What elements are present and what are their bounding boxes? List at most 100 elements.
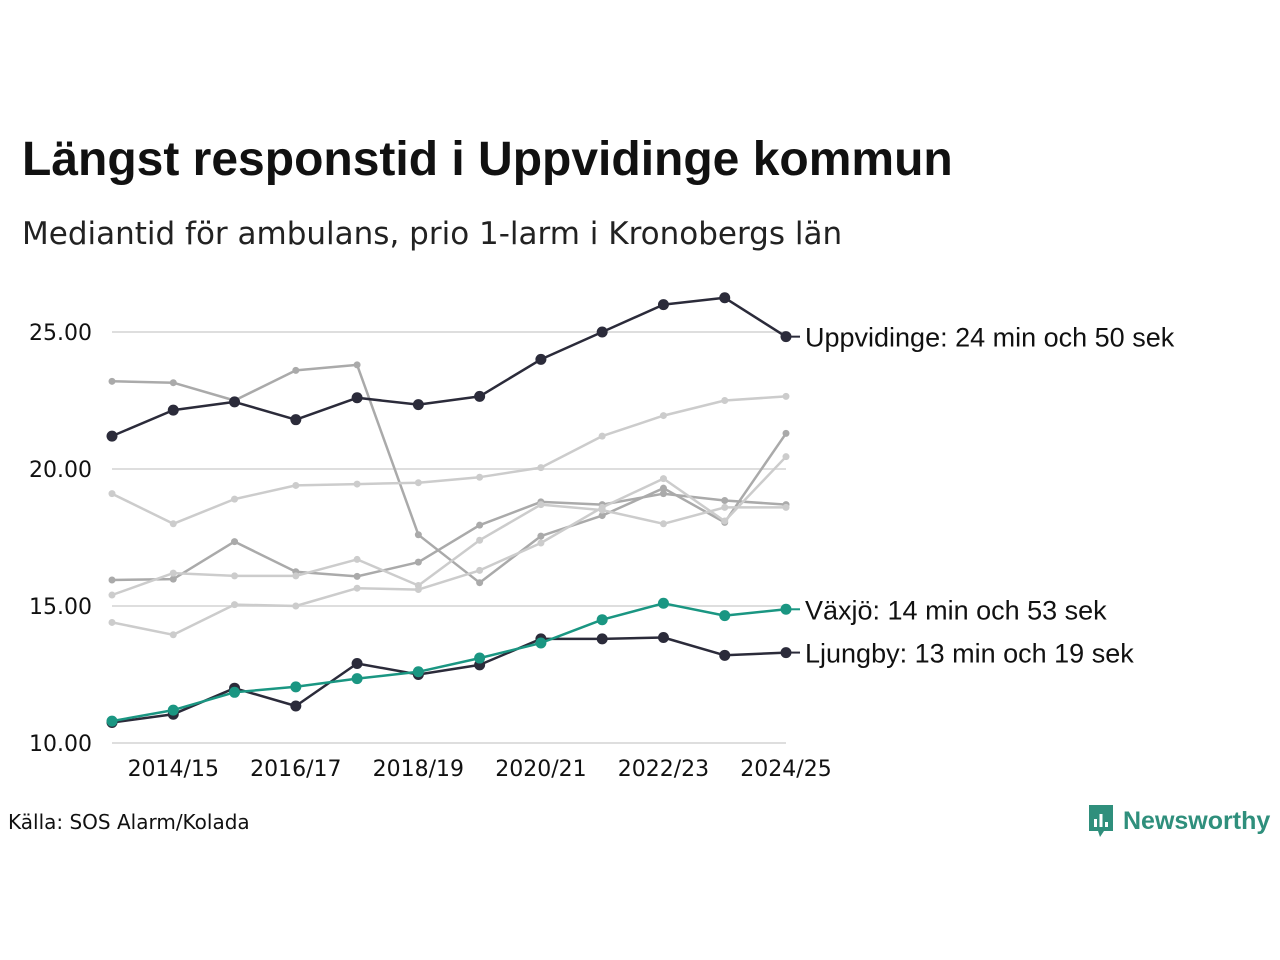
data-point — [169, 569, 177, 577]
data-point — [782, 429, 790, 437]
data-point — [292, 572, 300, 580]
data-point — [414, 558, 422, 566]
data-point — [292, 602, 300, 610]
data-point — [229, 686, 241, 698]
data-point — [229, 396, 241, 408]
data-point — [659, 412, 667, 420]
data-point — [596, 326, 608, 338]
x-tick-label: 2020/21 — [495, 757, 586, 782]
data-point — [353, 555, 361, 563]
data-point — [657, 597, 669, 609]
data-point — [169, 520, 177, 528]
series-övrig-kommun-b — [108, 490, 790, 584]
data-point — [108, 618, 116, 626]
data-point — [659, 484, 667, 492]
data-point — [782, 453, 790, 461]
data-point — [476, 473, 484, 481]
data-point — [292, 481, 300, 489]
series-line — [111, 503, 786, 597]
data-point — [596, 614, 608, 626]
data-point — [721, 397, 729, 404]
data-point — [412, 399, 424, 411]
series-övrig-kommun-a — [108, 361, 790, 587]
x-tick-label: 2014/15 — [128, 757, 219, 782]
data-point — [231, 495, 239, 503]
data-point — [167, 404, 179, 416]
data-point — [351, 658, 363, 670]
series-övrig-kommun-e — [108, 453, 790, 639]
data-point — [780, 331, 792, 343]
data-point — [231, 572, 239, 580]
data-point — [537, 532, 545, 540]
chart-title: Längst responstid i Uppvidinge kommun — [22, 133, 953, 186]
x-tick-label: 2018/19 — [373, 757, 464, 782]
data-point — [474, 390, 486, 402]
data-point — [290, 414, 302, 426]
series-end-label: Ljungby: 13 min och 19 sek — [805, 639, 1134, 669]
data-point — [169, 631, 177, 639]
newsworthy-icon — [1089, 805, 1113, 837]
series-växjö — [106, 597, 792, 727]
data-point — [169, 575, 177, 583]
series-ljungby — [106, 632, 792, 728]
data-point — [782, 392, 790, 400]
data-point — [231, 538, 239, 546]
data-point — [476, 536, 484, 544]
data-point — [414, 531, 422, 539]
data-point — [351, 392, 363, 404]
x-tick-label: 2016/17 — [250, 757, 341, 782]
y-tick-label: 15.00 — [29, 595, 92, 620]
series-end-label: Uppvidinge: 24 min och 50 sek — [805, 323, 1175, 353]
y-axis-ticks: 10.00 15.00 20.00 25.00 — [29, 321, 92, 757]
data-point — [412, 666, 424, 678]
y-tick-label: 20.00 — [29, 458, 92, 483]
data-point — [476, 566, 484, 574]
series-övrig-kommun-c — [108, 392, 790, 528]
data-point — [106, 715, 118, 727]
series-line — [111, 492, 787, 582]
data-point — [353, 584, 361, 592]
data-point — [108, 377, 116, 385]
data-point — [414, 586, 422, 594]
data-point — [598, 432, 606, 440]
data-point — [353, 361, 361, 369]
series-end-labels: Ljungby: 13 min och 19 sek Växjö: 14 min … — [790, 323, 1175, 669]
series-line — [111, 636, 787, 724]
data-point — [537, 539, 545, 547]
brand-name: Newsworthy — [1123, 806, 1271, 835]
x-tick-label: 2022/23 — [618, 757, 709, 782]
data-point — [476, 579, 484, 587]
x-tick-label: 2024/25 — [740, 757, 831, 782]
series-line — [111, 296, 787, 438]
data-point — [719, 292, 731, 304]
series-uppvidinge — [106, 292, 792, 442]
y-tick-label: 10.00 — [29, 732, 92, 757]
data-point — [535, 353, 547, 365]
data-point — [721, 503, 729, 511]
data-point — [108, 576, 116, 584]
series-end-label: Växjö: 14 min och 53 sek — [805, 595, 1107, 625]
data-point — [290, 681, 302, 693]
x-axis-ticks: 2014/15 2016/17 2018/19 2020/21 2022/23 2024/… — [128, 757, 832, 782]
data-point — [598, 512, 606, 520]
data-point — [169, 379, 177, 387]
data-point — [353, 572, 361, 580]
data-point — [290, 700, 302, 712]
source-note: Källa: SOS Alarm/Kolada — [8, 810, 250, 834]
data-point — [353, 480, 361, 488]
data-point — [721, 497, 729, 505]
data-point — [108, 490, 116, 498]
data-point — [108, 591, 116, 599]
data-point — [535, 637, 547, 649]
data-point — [721, 517, 729, 525]
data-point — [537, 501, 545, 509]
chart-subtitle: Mediantid för ambulans, prio 1-larm i Kr… — [22, 216, 843, 252]
data-point — [659, 475, 667, 483]
series-line — [111, 455, 787, 637]
data-point — [231, 601, 239, 609]
data-point — [782, 503, 790, 511]
data-point — [167, 704, 179, 716]
data-point — [780, 647, 792, 659]
data-point — [476, 521, 484, 529]
